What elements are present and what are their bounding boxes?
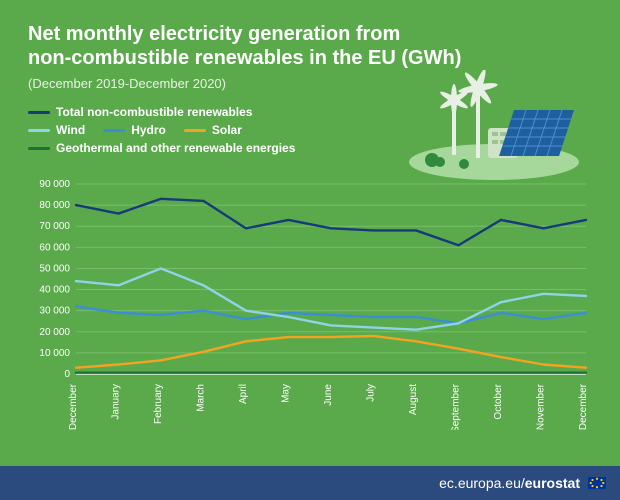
x-tick-label: July (366, 384, 377, 402)
legend-swatch-total (28, 111, 50, 114)
footer-url-prefix: ec.europa.eu/ (439, 475, 525, 491)
x-tick-label: November (536, 383, 547, 430)
line-chart: 0 10 000 20 000 30 000 40 000 50 000 60 000 70 … (28, 180, 592, 430)
title-line-1: Net monthly electricity generation from (28, 23, 400, 45)
legend-swatch-other (28, 147, 50, 150)
x-tick-label: May (281, 384, 292, 403)
legend-item-solar: Solar (184, 123, 242, 137)
infographic-card: Net monthly electricity generation from … (0, 0, 620, 500)
legend-swatch-wind (28, 129, 50, 132)
footer-bar: ec.europa.eu/eurostat (0, 466, 620, 500)
series-wind (76, 268, 586, 329)
x-tick-label: August (408, 384, 419, 415)
legend-item-other: Geothermal and other renewable energies (28, 141, 295, 155)
title-line-2: non-combustible renewables in the EU (GW… (28, 47, 461, 69)
legend-item-hydro: Hydro (103, 123, 166, 137)
legend-item-wind: Wind (28, 123, 85, 137)
x-tick-label: April (238, 384, 249, 404)
y-tick-label: 50 000 (39, 263, 70, 274)
y-tick-label: 40 000 (39, 285, 70, 296)
chart-title: Net monthly electricity generation from … (28, 22, 592, 70)
y-tick-label: 0 (64, 369, 70, 380)
eu-flag-icon (588, 477, 606, 489)
renewables-illustration (404, 70, 584, 180)
series-hydro (76, 306, 586, 323)
x-tick-label: February (153, 384, 164, 424)
y-tick-label: 90 000 (39, 180, 70, 190)
footer-url-bold: eurostat (525, 475, 580, 491)
x-tick-label: December (578, 383, 589, 430)
x-tick-label: January (111, 384, 122, 420)
y-tick-label: 10 000 (39, 348, 70, 359)
x-tick-label: March (196, 384, 207, 412)
y-tick-label: 80 000 (39, 200, 70, 211)
legend-label-solar: Solar (212, 123, 242, 137)
y-tick-label: 20 000 (39, 327, 70, 338)
legend-swatch-solar (184, 129, 206, 132)
y-tick-label: 70 000 (39, 221, 70, 232)
y-tick-label: 30 000 (39, 306, 70, 317)
x-tick-label: June (323, 384, 334, 406)
x-tick-label: September (451, 383, 462, 430)
series-solar (76, 336, 586, 368)
legend-label-hydro: Hydro (131, 123, 166, 137)
x-tick-label: December (68, 383, 79, 430)
legend-swatch-hydro (103, 129, 125, 132)
y-tick-label: 60 000 (39, 242, 70, 253)
legend-label-total: Total non-combustible renewables (56, 105, 252, 119)
legend-label-other: Geothermal and other renewable energies (56, 141, 295, 155)
legend-item-total: Total non-combustible renewables (28, 105, 252, 119)
x-tick-label: October (493, 383, 504, 419)
series-total (76, 199, 586, 245)
legend-label-wind: Wind (56, 123, 85, 137)
